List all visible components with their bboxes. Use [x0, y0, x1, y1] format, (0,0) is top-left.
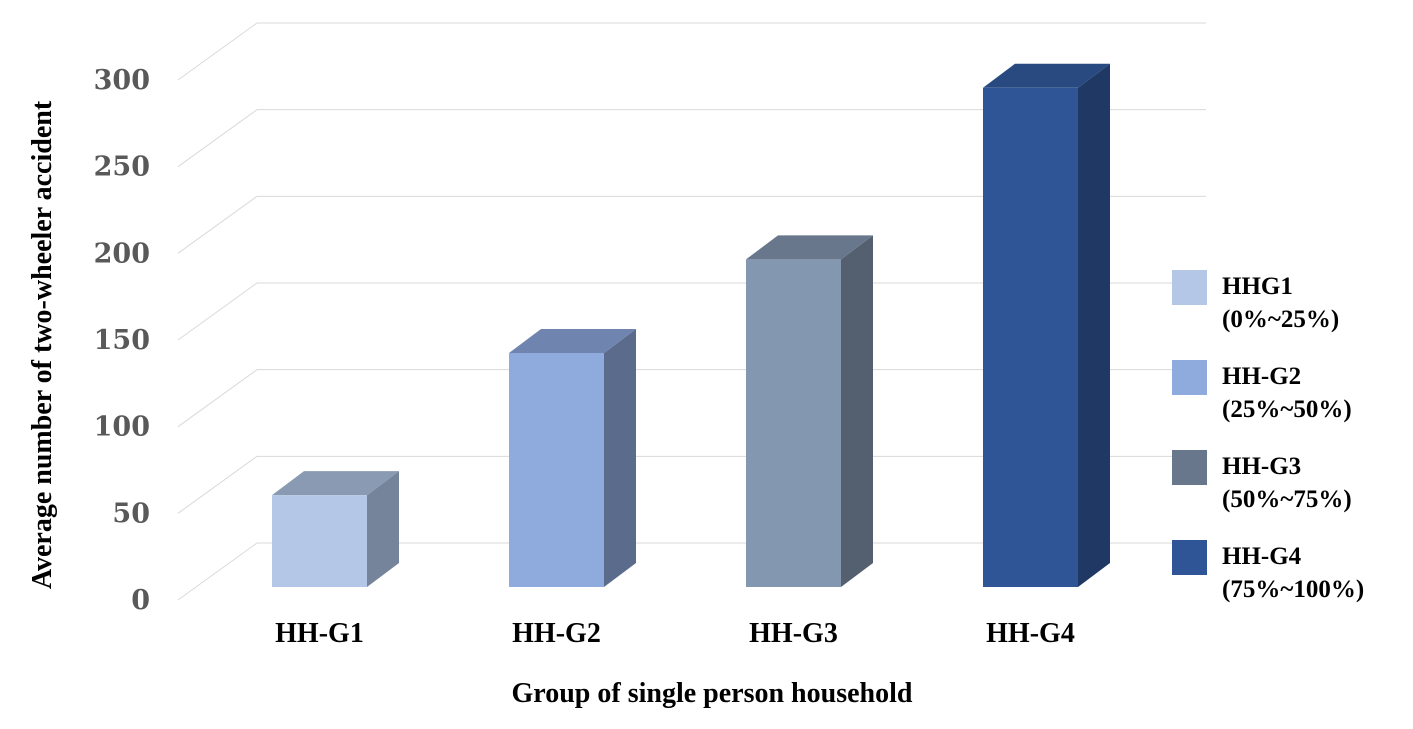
bar-hh-g1	[272, 495, 367, 587]
legend-label: HH-G4	[1222, 543, 1302, 570]
bar-top	[746, 235, 873, 260]
bar-top	[272, 471, 399, 496]
legend-swatch	[1172, 360, 1207, 395]
bar-side	[841, 235, 873, 587]
bar-side	[367, 471, 399, 587]
y-tick-label: 300	[94, 65, 150, 96]
y-tick-label: 100	[94, 412, 150, 443]
bar-side	[1078, 63, 1110, 588]
bar-top	[983, 63, 1110, 88]
x-axis-title: Group of single person household	[512, 678, 913, 709]
gridline-diagonal	[177, 22, 258, 81]
gridline-diagonal	[177, 282, 258, 341]
bar-hh-g3	[746, 259, 841, 587]
legend-swatch	[1172, 270, 1207, 305]
y-tick-label: 150	[94, 325, 150, 356]
legend-label: HH-G2	[1222, 363, 1301, 390]
x-tick-label: HH-G4	[986, 618, 1075, 649]
bar-hh-g4	[983, 87, 1078, 588]
y-tick-label: 50	[112, 498, 150, 529]
legend-label-range: (75%~100%)	[1222, 576, 1364, 603]
bar-hh-g2	[509, 353, 604, 587]
legend-label-range: (25%~50%)	[1222, 396, 1352, 423]
gridline-diagonal	[177, 455, 258, 514]
legend-label-range: (50%~75%)	[1222, 486, 1352, 513]
gridline-diagonal	[177, 109, 258, 168]
gridline-diagonal	[177, 369, 258, 428]
gridline-diagonal	[177, 542, 258, 601]
x-tick-label: HH-G3	[749, 618, 838, 649]
y-tick-label: 250	[94, 152, 150, 183]
x-tick-label: HH-G1	[275, 618, 364, 649]
legend-label: HHG1	[1222, 273, 1293, 300]
legend-label: HH-G3	[1222, 453, 1301, 480]
y-tick-label: 200	[94, 238, 150, 269]
legend-swatch	[1172, 540, 1207, 575]
legend-swatch	[1172, 450, 1207, 485]
x-tick-label: HH-G2	[512, 618, 601, 649]
gridline-diagonal	[177, 195, 258, 254]
bar-side	[604, 329, 636, 587]
legend-label-range: (0%~25%)	[1222, 306, 1339, 333]
y-axis-title: Average number of two-wheeler accident	[27, 100, 58, 589]
bar-top	[509, 329, 636, 353]
y-tick-label: 0	[131, 585, 150, 616]
